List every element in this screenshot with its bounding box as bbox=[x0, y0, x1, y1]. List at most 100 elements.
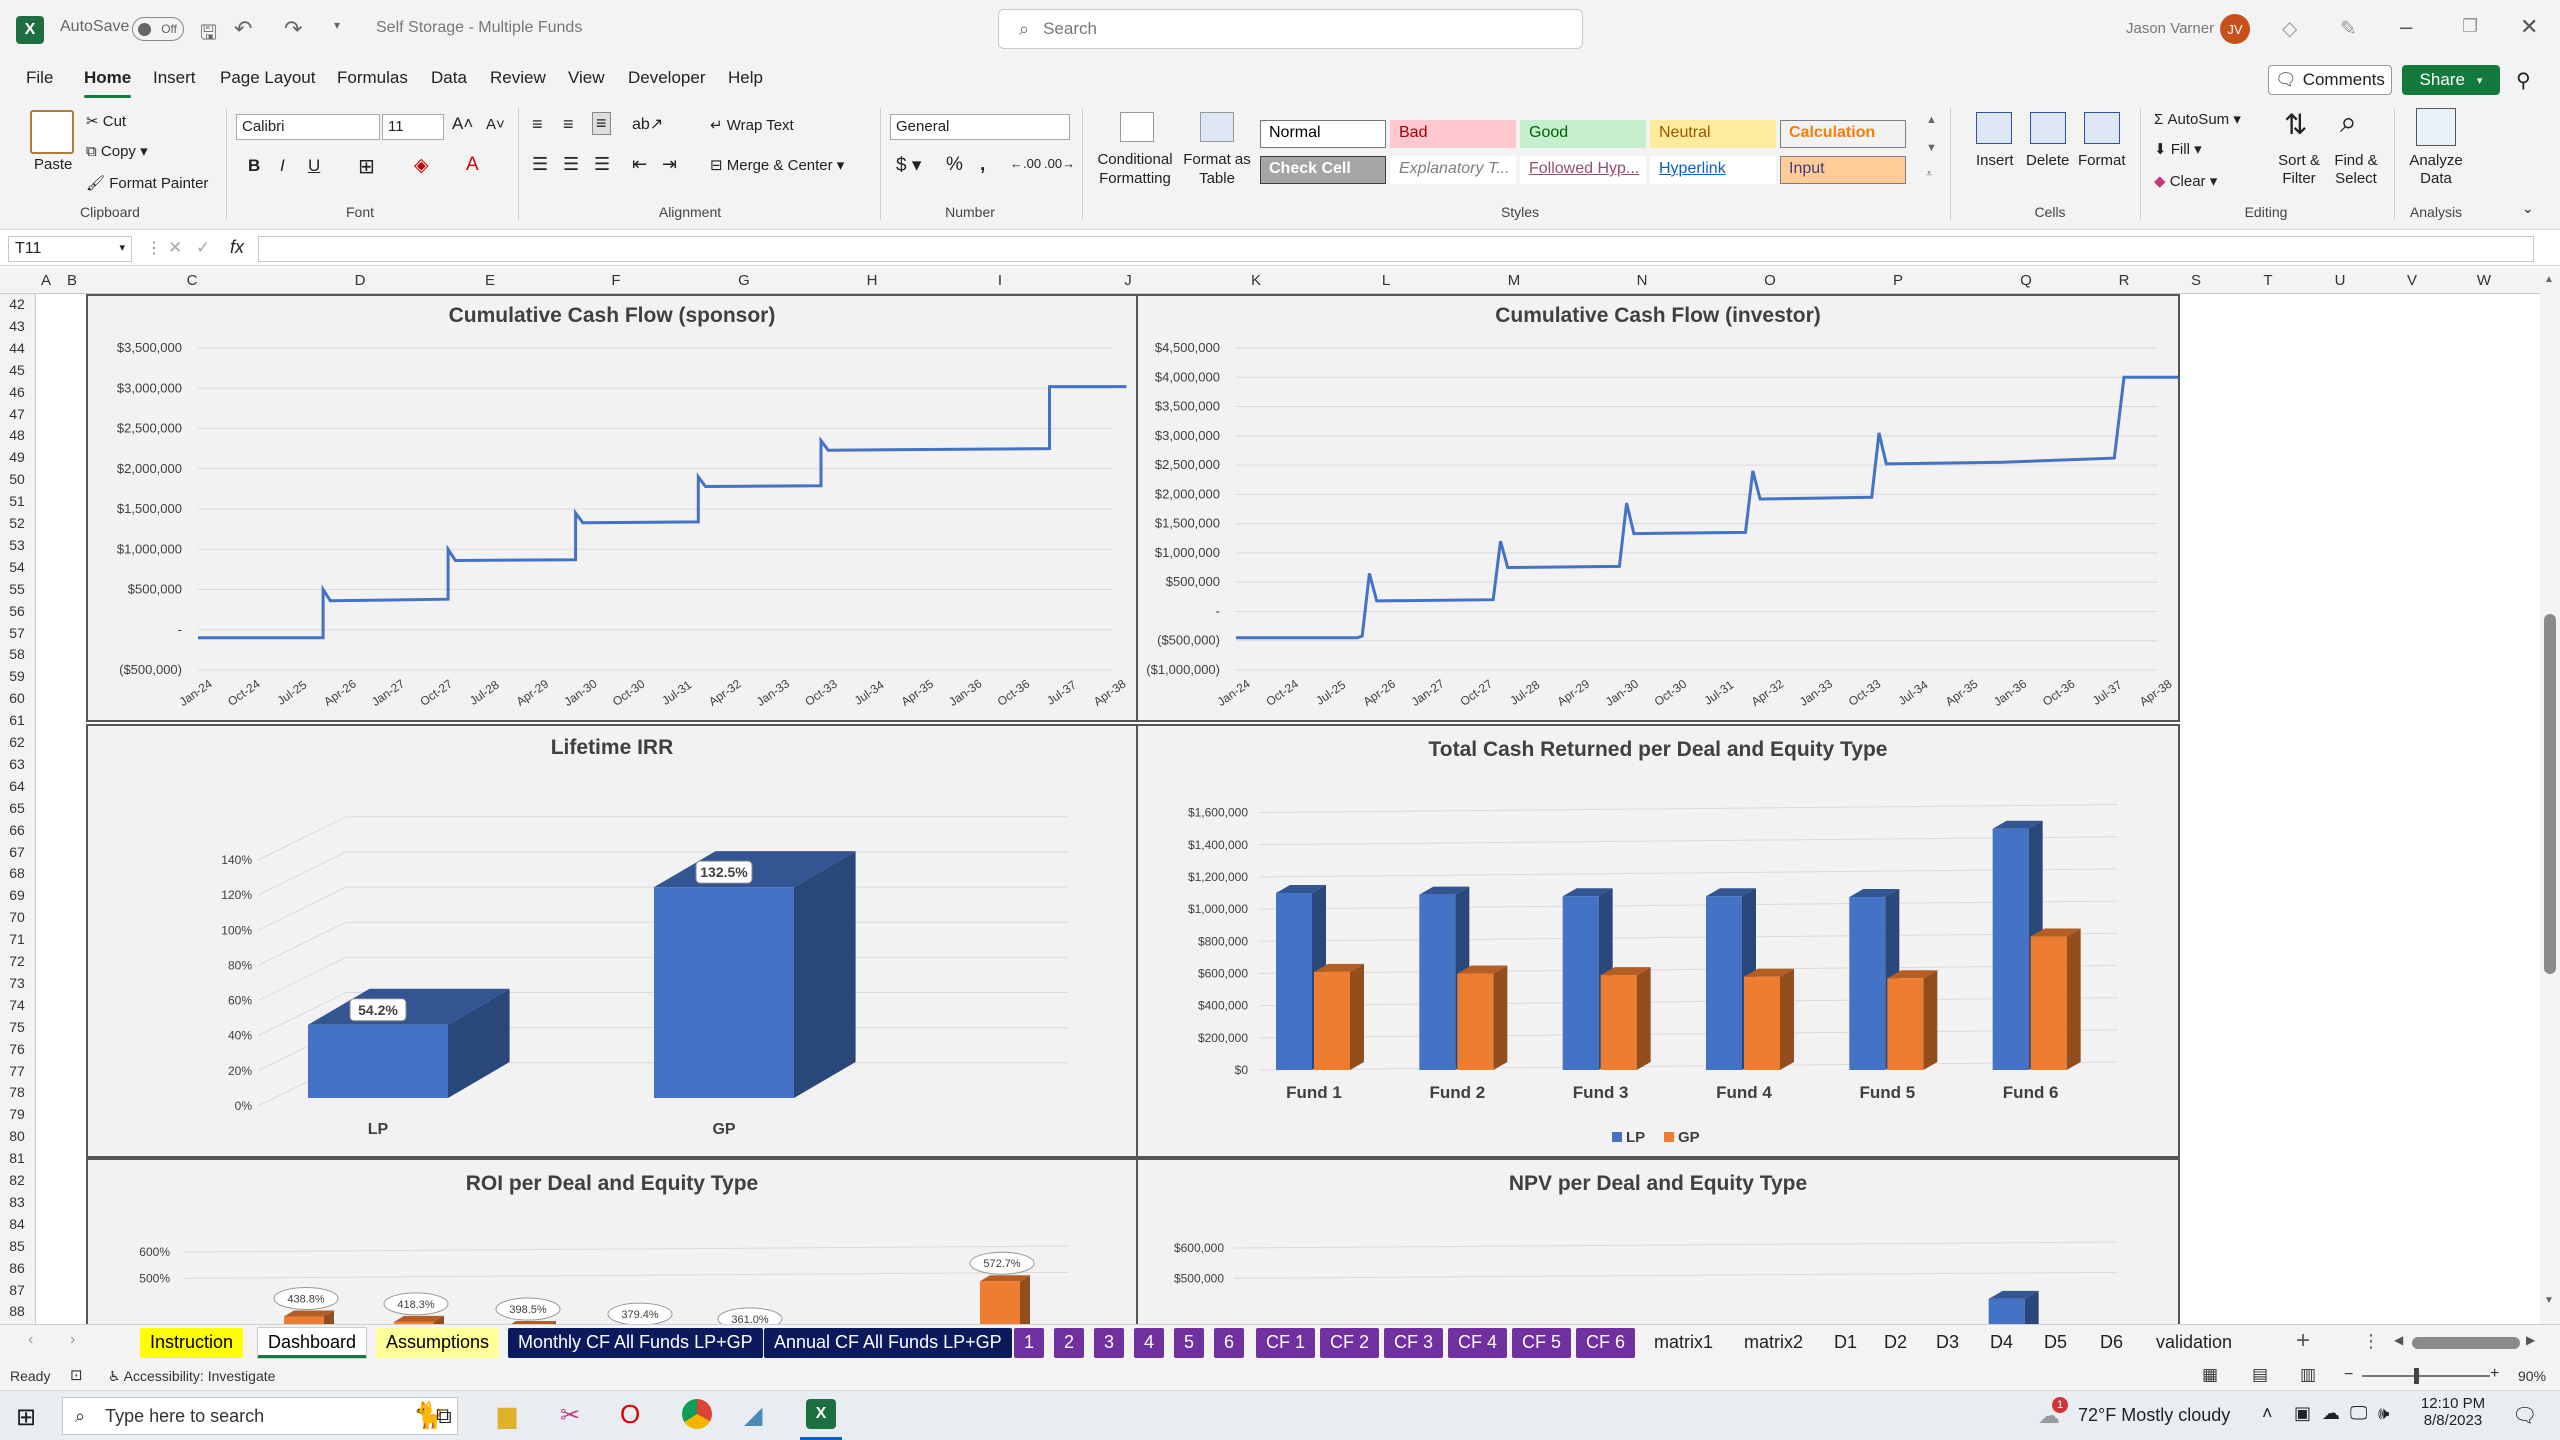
align-middle-icon[interactable]: ≡ bbox=[563, 114, 574, 134]
italic-icon[interactable]: I bbox=[280, 156, 285, 175]
menu-review[interactable]: Review bbox=[490, 68, 546, 87]
zoom-slider[interactable] bbox=[2362, 1375, 2490, 1377]
scrollbar-thumb[interactable] bbox=[2544, 614, 2556, 974]
column-header[interactable]: N bbox=[1636, 272, 1648, 289]
close-icon[interactable]: ✕ bbox=[2520, 14, 2539, 39]
gallery-up-icon[interactable]: ▲ bbox=[1926, 114, 1937, 126]
normal-view-icon[interactable]: ▦ bbox=[2202, 1365, 2219, 1384]
hscroll-right-icon[interactable]: ▶ bbox=[2526, 1333, 2536, 1347]
pen-icon[interactable]: ✎ bbox=[2340, 18, 2357, 40]
row-header[interactable]: 82 bbox=[9, 1172, 25, 1188]
align-left-icon[interactable]: ☰ bbox=[532, 154, 549, 174]
delete-cells-button[interactable]: Delete bbox=[2026, 152, 2070, 169]
collapse-ribbon-icon[interactable]: ⌄ bbox=[2522, 200, 2534, 216]
row-header[interactable]: 55 bbox=[9, 580, 25, 597]
column-header[interactable]: P bbox=[1892, 272, 1903, 289]
minimize-icon[interactable]: – bbox=[2400, 14, 2413, 39]
row-header[interactable]: 81 bbox=[9, 1150, 25, 1167]
sheet-tab[interactable]: 3 bbox=[1094, 1328, 1125, 1358]
row-header[interactable]: 45 bbox=[9, 361, 25, 378]
file-explorer-icon[interactable]: ▆ bbox=[498, 1402, 517, 1429]
sheet-tab[interactable]: D1 bbox=[1834, 1332, 1858, 1352]
sheet-tab[interactable]: D6 bbox=[2100, 1332, 2124, 1352]
row-header[interactable]: 48 bbox=[9, 427, 25, 444]
row-header[interactable]: 53 bbox=[9, 536, 25, 553]
cell-style-followed-hyp-[interactable]: Followed Hyp... bbox=[1520, 156, 1646, 184]
sort-filter-button[interactable]: Sort & Filter bbox=[2272, 152, 2326, 188]
cut-button[interactable]: ✂ Cut bbox=[86, 112, 126, 130]
sheet-tab[interactable]: Annual CF All Funds LP+GP bbox=[764, 1328, 1012, 1358]
save-icon[interactable]: 🖫 bbox=[200, 22, 218, 44]
decrease-indent-icon[interactable]: ⇤ bbox=[632, 154, 648, 174]
analyze-data-icon[interactable] bbox=[2416, 108, 2456, 146]
page-layout-view-icon[interactable]: ▤ bbox=[2252, 1365, 2269, 1384]
column-header[interactable]: F bbox=[611, 272, 621, 289]
row-header[interactable]: 56 bbox=[9, 602, 25, 619]
column-header[interactable]: K bbox=[1250, 272, 1261, 289]
row-header[interactable]: 60 bbox=[9, 690, 25, 707]
opera-icon[interactable]: O bbox=[620, 1399, 641, 1429]
fill-button[interactable]: ⬇ Fill ▾ bbox=[2154, 141, 2202, 158]
autosum-button[interactable]: Σ AutoSum ▾ bbox=[2154, 111, 2241, 128]
cell-style-hyperlink[interactable]: Hyperlink bbox=[1650, 156, 1776, 184]
underline-icon[interactable]: U bbox=[308, 156, 321, 175]
sheet-tab[interactable]: CF 2 bbox=[1320, 1328, 1380, 1358]
increase-indent-icon[interactable]: ⇥ bbox=[662, 154, 678, 174]
comments-button[interactable]: 🗨 Comments bbox=[2268, 65, 2392, 95]
windows-start-icon[interactable]: ⊞ bbox=[16, 1404, 37, 1431]
column-header[interactable]: I bbox=[997, 272, 1003, 289]
tray-chevron-icon[interactable]: ˄ bbox=[2262, 1403, 2273, 1423]
insert-cells-icon[interactable] bbox=[1976, 112, 2012, 144]
conditional-formatting-icon[interactable] bbox=[1120, 112, 1154, 142]
row-header[interactable]: 51 bbox=[9, 493, 25, 510]
row-header[interactable]: 71 bbox=[9, 931, 25, 948]
font-size-select[interactable]: 11 bbox=[382, 114, 444, 140]
paste-icon[interactable] bbox=[30, 110, 74, 154]
column-header[interactable]: S bbox=[2190, 272, 2201, 289]
zoom-slider-knob[interactable] bbox=[2414, 1368, 2419, 1384]
delete-cells-icon[interactable] bbox=[2030, 112, 2066, 144]
task-view-icon[interactable]: ⧉ bbox=[436, 1403, 452, 1428]
analyze-data-button[interactable]: Analyze Data bbox=[2404, 152, 2468, 188]
menu-formulas[interactable]: Formulas bbox=[337, 68, 408, 87]
network-icon[interactable]: 🖵 bbox=[2350, 1403, 2368, 1423]
app-icon[interactable]: ◢ bbox=[744, 1402, 763, 1429]
worksheet-grid[interactable]: Cumulative Cash Flow (sponsor) $3,500,00… bbox=[36, 294, 2540, 1324]
redo-icon[interactable]: ↷ bbox=[284, 16, 303, 41]
more-sheets-icon[interactable]: ⋮ bbox=[2362, 1331, 2380, 1351]
onedrive-icon[interactable]: ☁ bbox=[2322, 1403, 2340, 1423]
chart-npv[interactable]: NPV per Deal and Equity Type $600,000 $50… bbox=[1136, 1158, 2180, 1324]
comma-style-icon[interactable]: , bbox=[980, 154, 986, 175]
row-header[interactable]: 65 bbox=[9, 799, 25, 816]
merge-center-button[interactable]: ⊟ Merge & Center ▾ bbox=[710, 157, 845, 174]
ribbon-mode-icon[interactable]: ⚲ bbox=[2516, 70, 2531, 92]
row-header[interactable]: 77 bbox=[9, 1062, 25, 1079]
row-header[interactable]: 52 bbox=[9, 515, 25, 531]
cell-style-neutral[interactable]: Neutral bbox=[1650, 120, 1776, 148]
tab-scroll-left-icon[interactable]: ‹ bbox=[28, 1331, 34, 1348]
tray-app-icon[interactable]: ▣ bbox=[2294, 1403, 2312, 1423]
document-title[interactable]: Self Storage - Multiple Funds bbox=[376, 19, 583, 36]
autosave-toggle[interactable]: Off bbox=[132, 17, 184, 41]
row-header[interactable]: 70 bbox=[9, 909, 25, 926]
row-header[interactable]: 44 bbox=[9, 339, 25, 356]
column-header[interactable]: B bbox=[66, 272, 77, 289]
row-header[interactable]: 62 bbox=[9, 734, 25, 750]
currency-icon[interactable]: $ ▾ bbox=[896, 155, 922, 176]
sheet-tab[interactable]: CF 4 bbox=[1448, 1328, 1508, 1358]
sheet-tab[interactable]: 1 bbox=[1014, 1328, 1045, 1358]
macro-record-icon[interactable]: ⊡ bbox=[70, 1367, 83, 1384]
percent-icon[interactable]: % bbox=[946, 154, 963, 175]
chart-roi[interactable]: ROI per Deal and Equity Type 600% 500% 438… bbox=[86, 1158, 1138, 1324]
menu-help[interactable]: Help bbox=[728, 68, 763, 87]
column-header[interactable]: D bbox=[354, 272, 366, 289]
column-header[interactable]: E bbox=[484, 272, 495, 289]
row-header[interactable]: 83 bbox=[9, 1193, 25, 1210]
snipping-tool-icon[interactable]: ✂ bbox=[560, 1402, 581, 1429]
row-header[interactable]: 47 bbox=[9, 405, 25, 422]
clock[interactable]: 12:10 PM 8/8/2023 bbox=[2410, 1395, 2496, 1429]
accessibility-status[interactable]: ♿ Accessibility: Investigate bbox=[108, 1368, 275, 1385]
row-header[interactable]: 78 bbox=[9, 1084, 25, 1101]
notifications-icon[interactable]: 🗨 bbox=[2512, 1405, 2538, 1427]
excel-taskbar-icon[interactable]: X bbox=[806, 1399, 836, 1429]
